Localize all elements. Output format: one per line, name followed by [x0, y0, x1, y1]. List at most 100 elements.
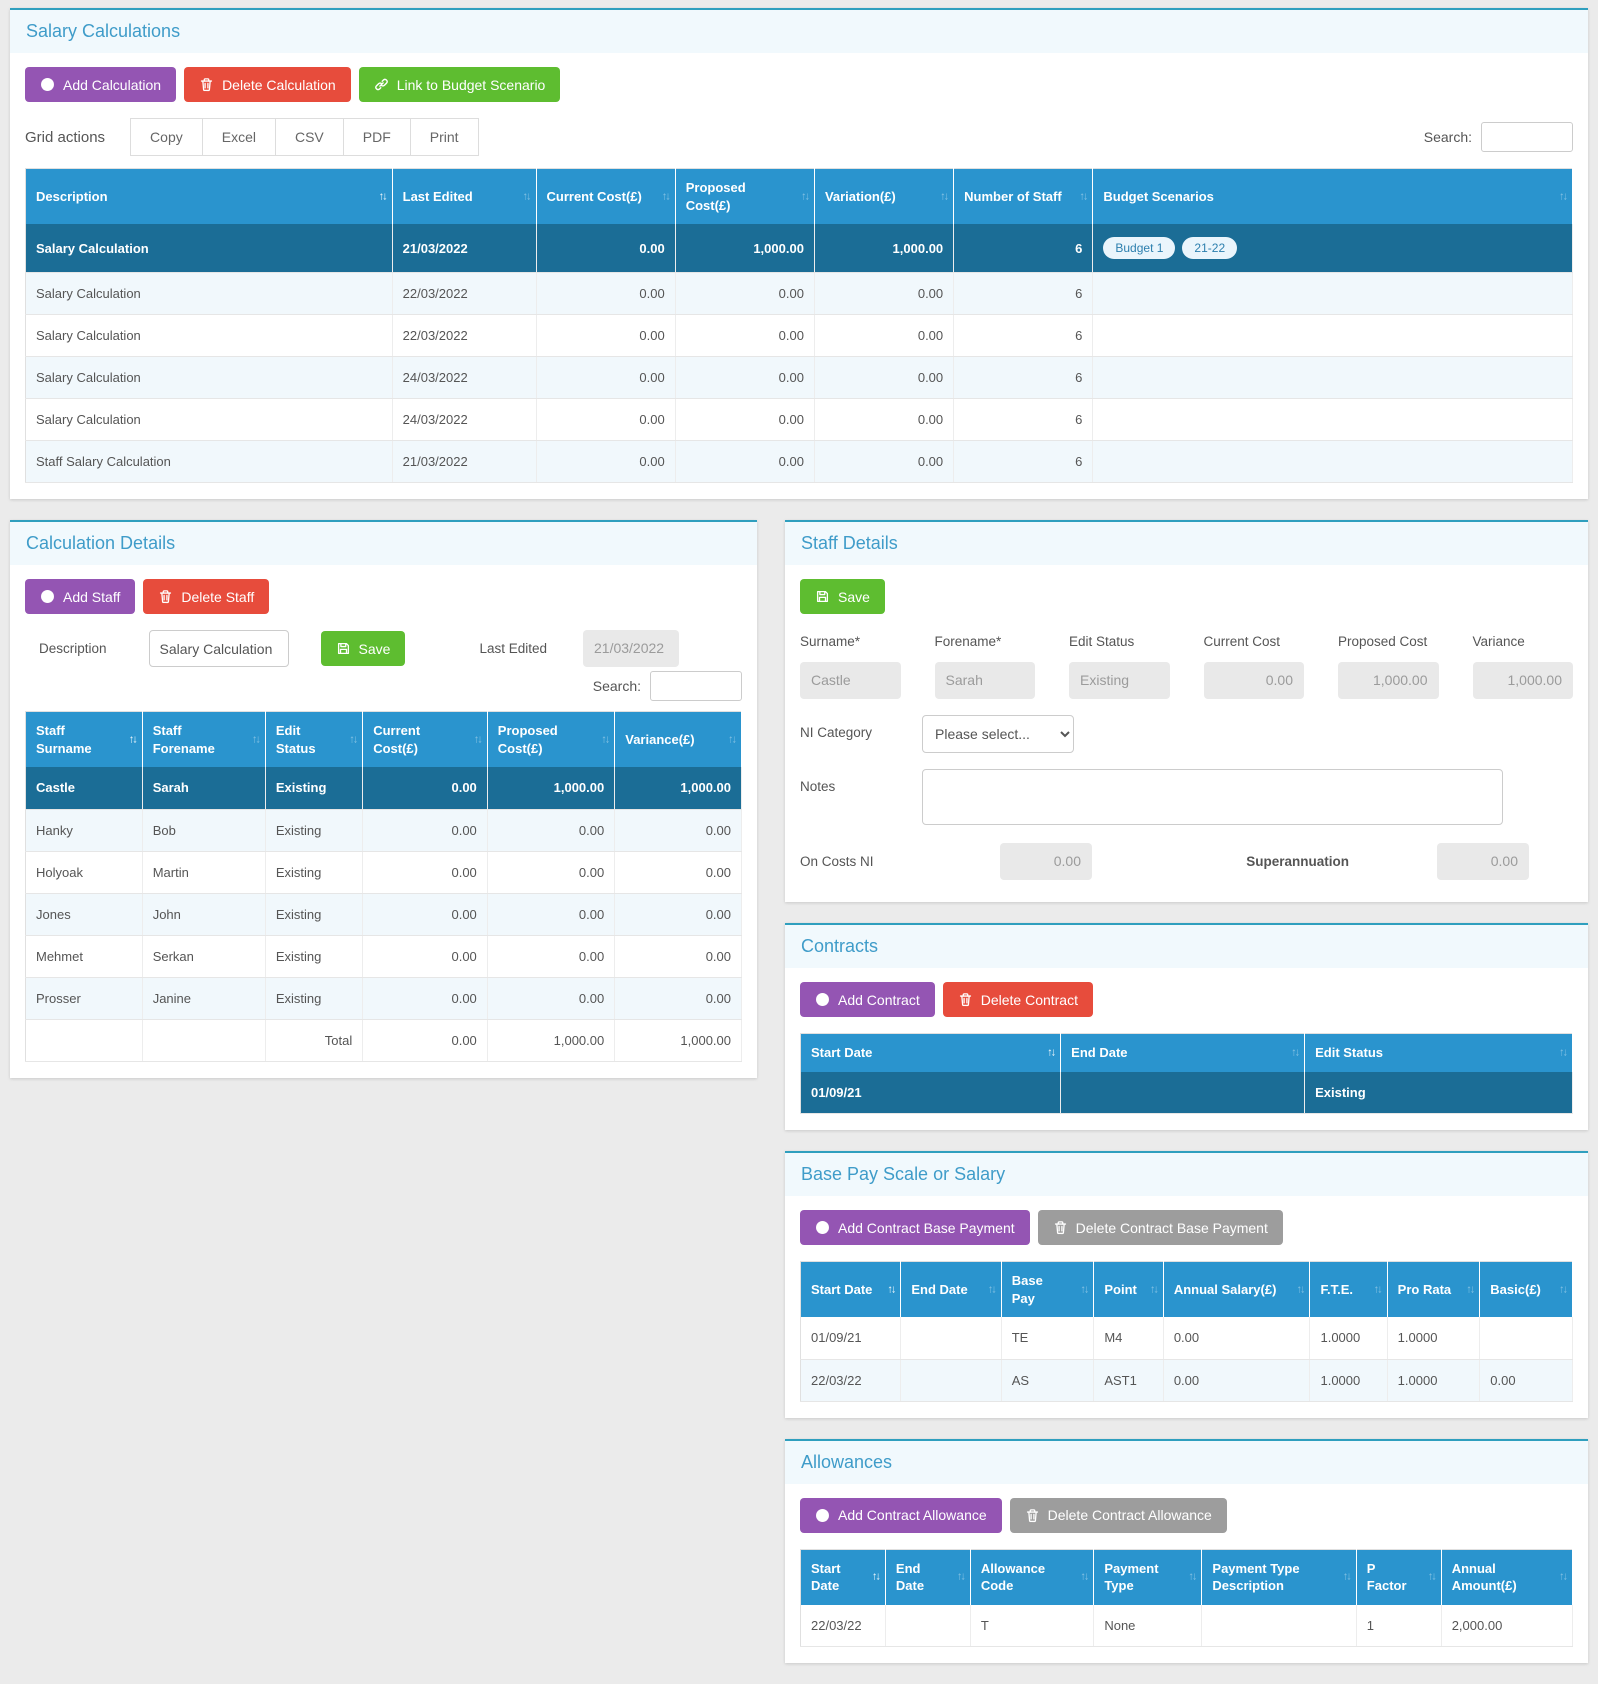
- table-row[interactable]: Jones John Existing 0.00 0.00 0.00: [25, 893, 742, 936]
- last-edited-label: Last Edited: [479, 641, 547, 657]
- table-row[interactable]: Prosser Janine Existing 0.00 0.00 0.00: [25, 977, 742, 1020]
- delete-contract-button[interactable]: Delete Contract: [942, 982, 1093, 1018]
- grid-action-copy[interactable]: Copy: [130, 118, 203, 156]
- column-header[interactable]: Current Cost(£) ↑↓: [536, 168, 676, 225]
- column-header[interactable]: End Date ↑↓: [900, 1261, 1002, 1318]
- button-label: Add Contract Allowance: [838, 1507, 987, 1524]
- table-row[interactable]: Hanky Bob Existing 0.00 0.00 0.00: [25, 809, 742, 852]
- table-row[interactable]: 22/03/22 T None 1 2,000.00: [800, 1604, 1574, 1648]
- calculation-details-panel: Calculation Details Add Staff Delete Sta…: [10, 520, 757, 1078]
- column-header[interactable]: Annual Salary(£) ↑↓: [1163, 1261, 1311, 1318]
- delete-staff-button[interactable]: Delete Staff: [143, 579, 270, 615]
- add-contract-base-payment-button[interactable]: Add Contract Base Payment: [800, 1210, 1030, 1246]
- button-label: Save: [358, 640, 391, 657]
- table-cell: 0.00: [675, 356, 815, 400]
- sort-icon: ↑↓: [887, 1283, 896, 1296]
- column-header-label: Annual Salary(£): [1173, 1281, 1277, 1297]
- table-cell: 1,000.00: [614, 767, 742, 810]
- grid-action-print[interactable]: Print: [409, 118, 479, 156]
- notes-textarea[interactable]: [922, 769, 1503, 826]
- column-header[interactable]: Base Pay ↑↓: [1001, 1261, 1095, 1318]
- button-label: Add Contract: [838, 991, 920, 1008]
- table-row[interactable]: Salary Calculation 21/03/2022 0.00 1,000.00…: [25, 224, 1573, 274]
- column-header-label: Start Date: [811, 1560, 841, 1594]
- add-contract-button[interactable]: Add Contract: [800, 982, 935, 1018]
- table-cell: Existing: [265, 893, 364, 936]
- table-cell: Staff Salary Calculation: [25, 440, 393, 484]
- table-cell: Mehmet: [25, 935, 143, 978]
- column-header[interactable]: Staff Surname ↑↓: [25, 711, 143, 768]
- button-label: Link to Budget Scenario: [396, 76, 546, 93]
- staff-search-input[interactable]: [650, 671, 742, 702]
- table-cell: Jones: [25, 893, 143, 936]
- column-header[interactable]: Number of Staff ↑↓: [953, 168, 1094, 225]
- column-header[interactable]: Variance(£) ↑↓: [614, 711, 742, 768]
- total-cell: [142, 1018, 266, 1062]
- column-header[interactable]: Point ↑↓: [1093, 1261, 1164, 1318]
- column-header[interactable]: Proposed Cost(£) ↑↓: [675, 168, 815, 225]
- table-row[interactable]: Salary Calculation 24/03/2022 0.00 0.00 0.00…: [25, 356, 1573, 400]
- add-contract-allowance-button[interactable]: Add Contract Allowance: [800, 1497, 1002, 1533]
- column-header[interactable]: Pro Rata ↑↓: [1387, 1261, 1481, 1318]
- column-header[interactable]: End Date ↑↓: [1060, 1033, 1306, 1072]
- column-header[interactable]: Proposed Cost(£) ↑↓: [487, 711, 616, 768]
- add-staff-button[interactable]: Add Staff: [25, 579, 136, 615]
- ni-category-select[interactable]: Please select...: [922, 715, 1074, 754]
- table-row[interactable]: Salary Calculation 22/03/2022 0.00 0.00 0.00…: [25, 314, 1573, 358]
- column-header[interactable]: F.T.E. ↑↓: [1309, 1261, 1388, 1318]
- table-row[interactable]: Salary Calculation 24/03/2022 0.00 0.00 0.00…: [25, 398, 1573, 442]
- table-row[interactable]: 22/03/22 AS AST1 0.00 1.0000 1.0000 0.00: [800, 1359, 1573, 1402]
- grid-action-csv[interactable]: CSV: [274, 118, 344, 156]
- table-cell: Salary Calculation: [25, 356, 393, 400]
- delete-contract-base-payment-button[interactable]: Delete Contract Base Payment: [1037, 1210, 1283, 1246]
- delete-contract-allowance-button[interactable]: Delete Contract Allowance: [1009, 1497, 1227, 1533]
- table-cell: 0.00: [487, 893, 616, 936]
- table-row[interactable]: 01/09/21 TE M4 0.00 1.0000 1.0000: [800, 1317, 1573, 1360]
- table-row[interactable]: Holyoak Martin Existing 0.00 0.00 0.00: [25, 851, 742, 894]
- table-header-row: Staff Surname ↑↓ Staff Forename ↑↓ Edit Stat…: [25, 711, 742, 768]
- column-header[interactable]: Start Date ↑↓: [800, 1261, 902, 1318]
- sort-icon: ↑↓: [1559, 1046, 1568, 1059]
- surname-value: Castle: [800, 662, 901, 700]
- column-header[interactable]: Payment Type Description ↑↓: [1201, 1549, 1357, 1605]
- description-input[interactable]: [148, 630, 289, 668]
- column-header[interactable]: P Factor ↑↓: [1356, 1549, 1442, 1605]
- variance-field: Variance 1,000.00: [1472, 634, 1573, 700]
- table-row[interactable]: Castle Sarah Existing 0.00 1,000.00 1,000.00: [25, 767, 742, 810]
- sort-icon: ↑↓: [1296, 1283, 1305, 1296]
- table-row[interactable]: Mehmet Serkan Existing 0.00 0.00 0.00: [25, 935, 742, 978]
- save-calculation-button[interactable]: Save: [320, 631, 406, 667]
- column-header[interactable]: Edit Status ↑↓: [265, 711, 364, 768]
- column-header[interactable]: Staff Forename ↑↓: [142, 711, 266, 768]
- column-header-label: Current Cost(£): [373, 723, 421, 756]
- ni-category-row: NI Category Please select...: [800, 715, 1573, 754]
- table-row[interactable]: Salary Calculation 22/03/2022 0.00 0.00 0.00…: [25, 272, 1573, 316]
- column-header[interactable]: Edit Status ↑↓: [1304, 1033, 1573, 1072]
- table-cell: 0.00: [614, 977, 742, 1020]
- table-row[interactable]: Staff Salary Calculation 21/03/2022 0.00 0.…: [25, 440, 1573, 484]
- field-label: Edit Status: [1069, 634, 1135, 650]
- delete-calculation-button[interactable]: Delete Calculation: [184, 67, 351, 102]
- floppy-disk-icon: [337, 643, 349, 655]
- link-to-budget-scenario-button[interactable]: Link to Budget Scenario: [358, 67, 561, 102]
- search-input[interactable]: [1481, 122, 1573, 152]
- column-header[interactable]: Variation(£) ↑↓: [814, 168, 955, 225]
- column-header[interactable]: Description ↑↓: [25, 168, 393, 225]
- column-header[interactable]: Payment Type ↑↓: [1093, 1549, 1203, 1605]
- column-header[interactable]: Allowance Code ↑↓: [970, 1549, 1095, 1605]
- column-header[interactable]: Current Cost(£) ↑↓: [362, 711, 488, 768]
- column-header[interactable]: Basic(£) ↑↓: [1479, 1261, 1573, 1318]
- column-header[interactable]: Start Date ↑↓: [800, 1033, 1062, 1072]
- column-header[interactable]: Start Date ↑↓: [800, 1549, 886, 1605]
- save-staff-button[interactable]: Save: [800, 579, 885, 615]
- table-row[interactable]: 01/09/21 Existing: [800, 1071, 1573, 1115]
- superannuation-value: 0.00: [1437, 843, 1529, 881]
- column-header[interactable]: End Date ↑↓: [885, 1549, 971, 1605]
- add-calculation-button[interactable]: Add Calculation: [25, 67, 177, 102]
- grid-action-excel[interactable]: Excel: [201, 118, 276, 156]
- column-header[interactable]: Annual Amount(£) ↑↓: [1441, 1549, 1574, 1605]
- column-header[interactable]: Budget Scenarios ↑↓: [1092, 168, 1573, 225]
- column-header-label: Current Cost(£): [546, 188, 642, 204]
- grid-action-pdf[interactable]: PDF: [342, 118, 411, 156]
- column-header[interactable]: Last Edited ↑↓: [392, 168, 537, 225]
